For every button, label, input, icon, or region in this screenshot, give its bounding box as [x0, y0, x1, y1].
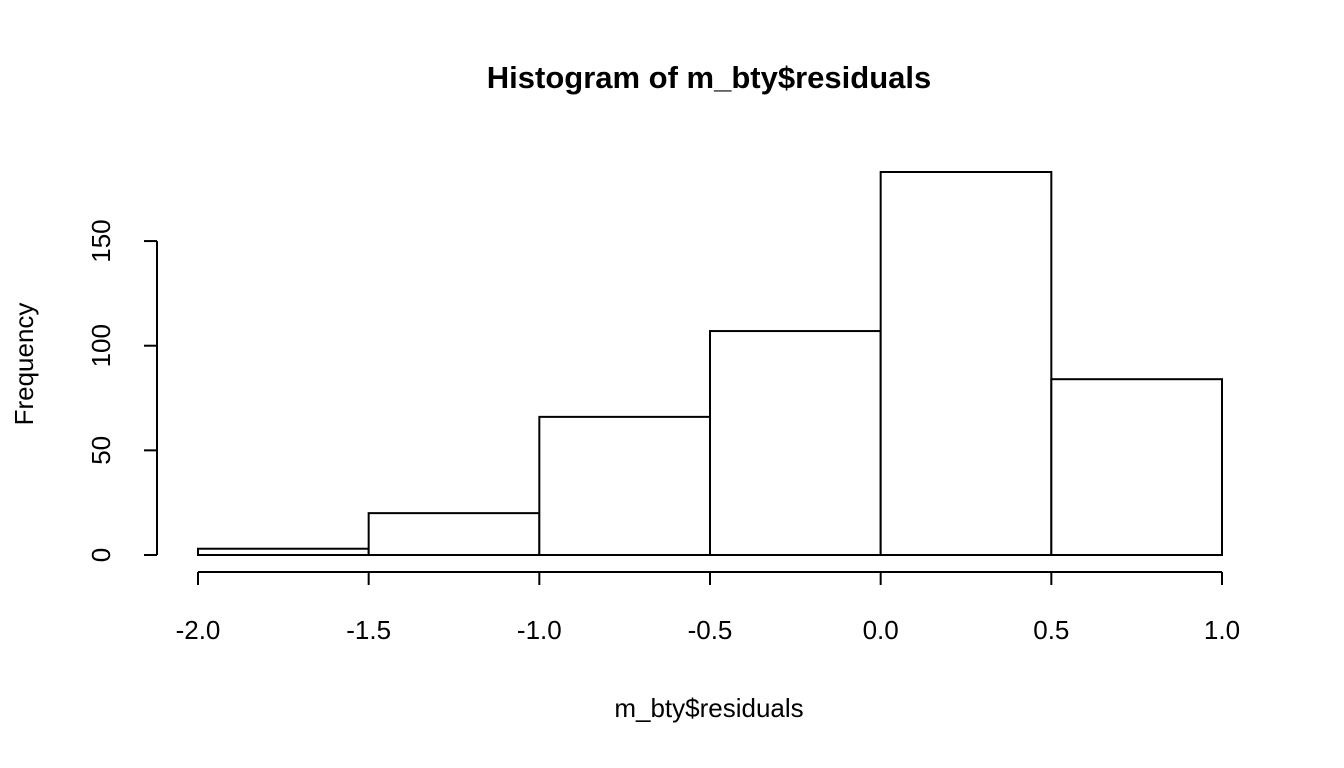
bar	[879, 171, 1053, 556]
bar	[1050, 378, 1224, 556]
chart-title: Histogram of m_bty$residuals	[487, 60, 931, 95]
y-axis-label: Frequency	[9, 303, 39, 426]
y-tick-label: 150	[86, 219, 116, 262]
x-axis-label: m_bty$residuals	[614, 693, 803, 723]
x-tick-label: 1.0	[1204, 615, 1240, 645]
x-tick-label: -1.0	[517, 615, 562, 645]
x-tick-label: 0.0	[863, 615, 899, 645]
x-tick-label: -1.5	[346, 615, 391, 645]
bar	[197, 547, 370, 557]
y-tick-label: 50	[86, 436, 116, 465]
bar	[538, 415, 711, 557]
bar	[709, 330, 882, 557]
bar	[367, 512, 541, 557]
x-tick-label: -2.0	[176, 615, 221, 645]
y-tick-label: 0	[86, 548, 116, 562]
y-tick-label: 100	[86, 324, 116, 367]
x-tick-label: 0.5	[1033, 615, 1069, 645]
x-tick-label: -0.5	[688, 615, 733, 645]
